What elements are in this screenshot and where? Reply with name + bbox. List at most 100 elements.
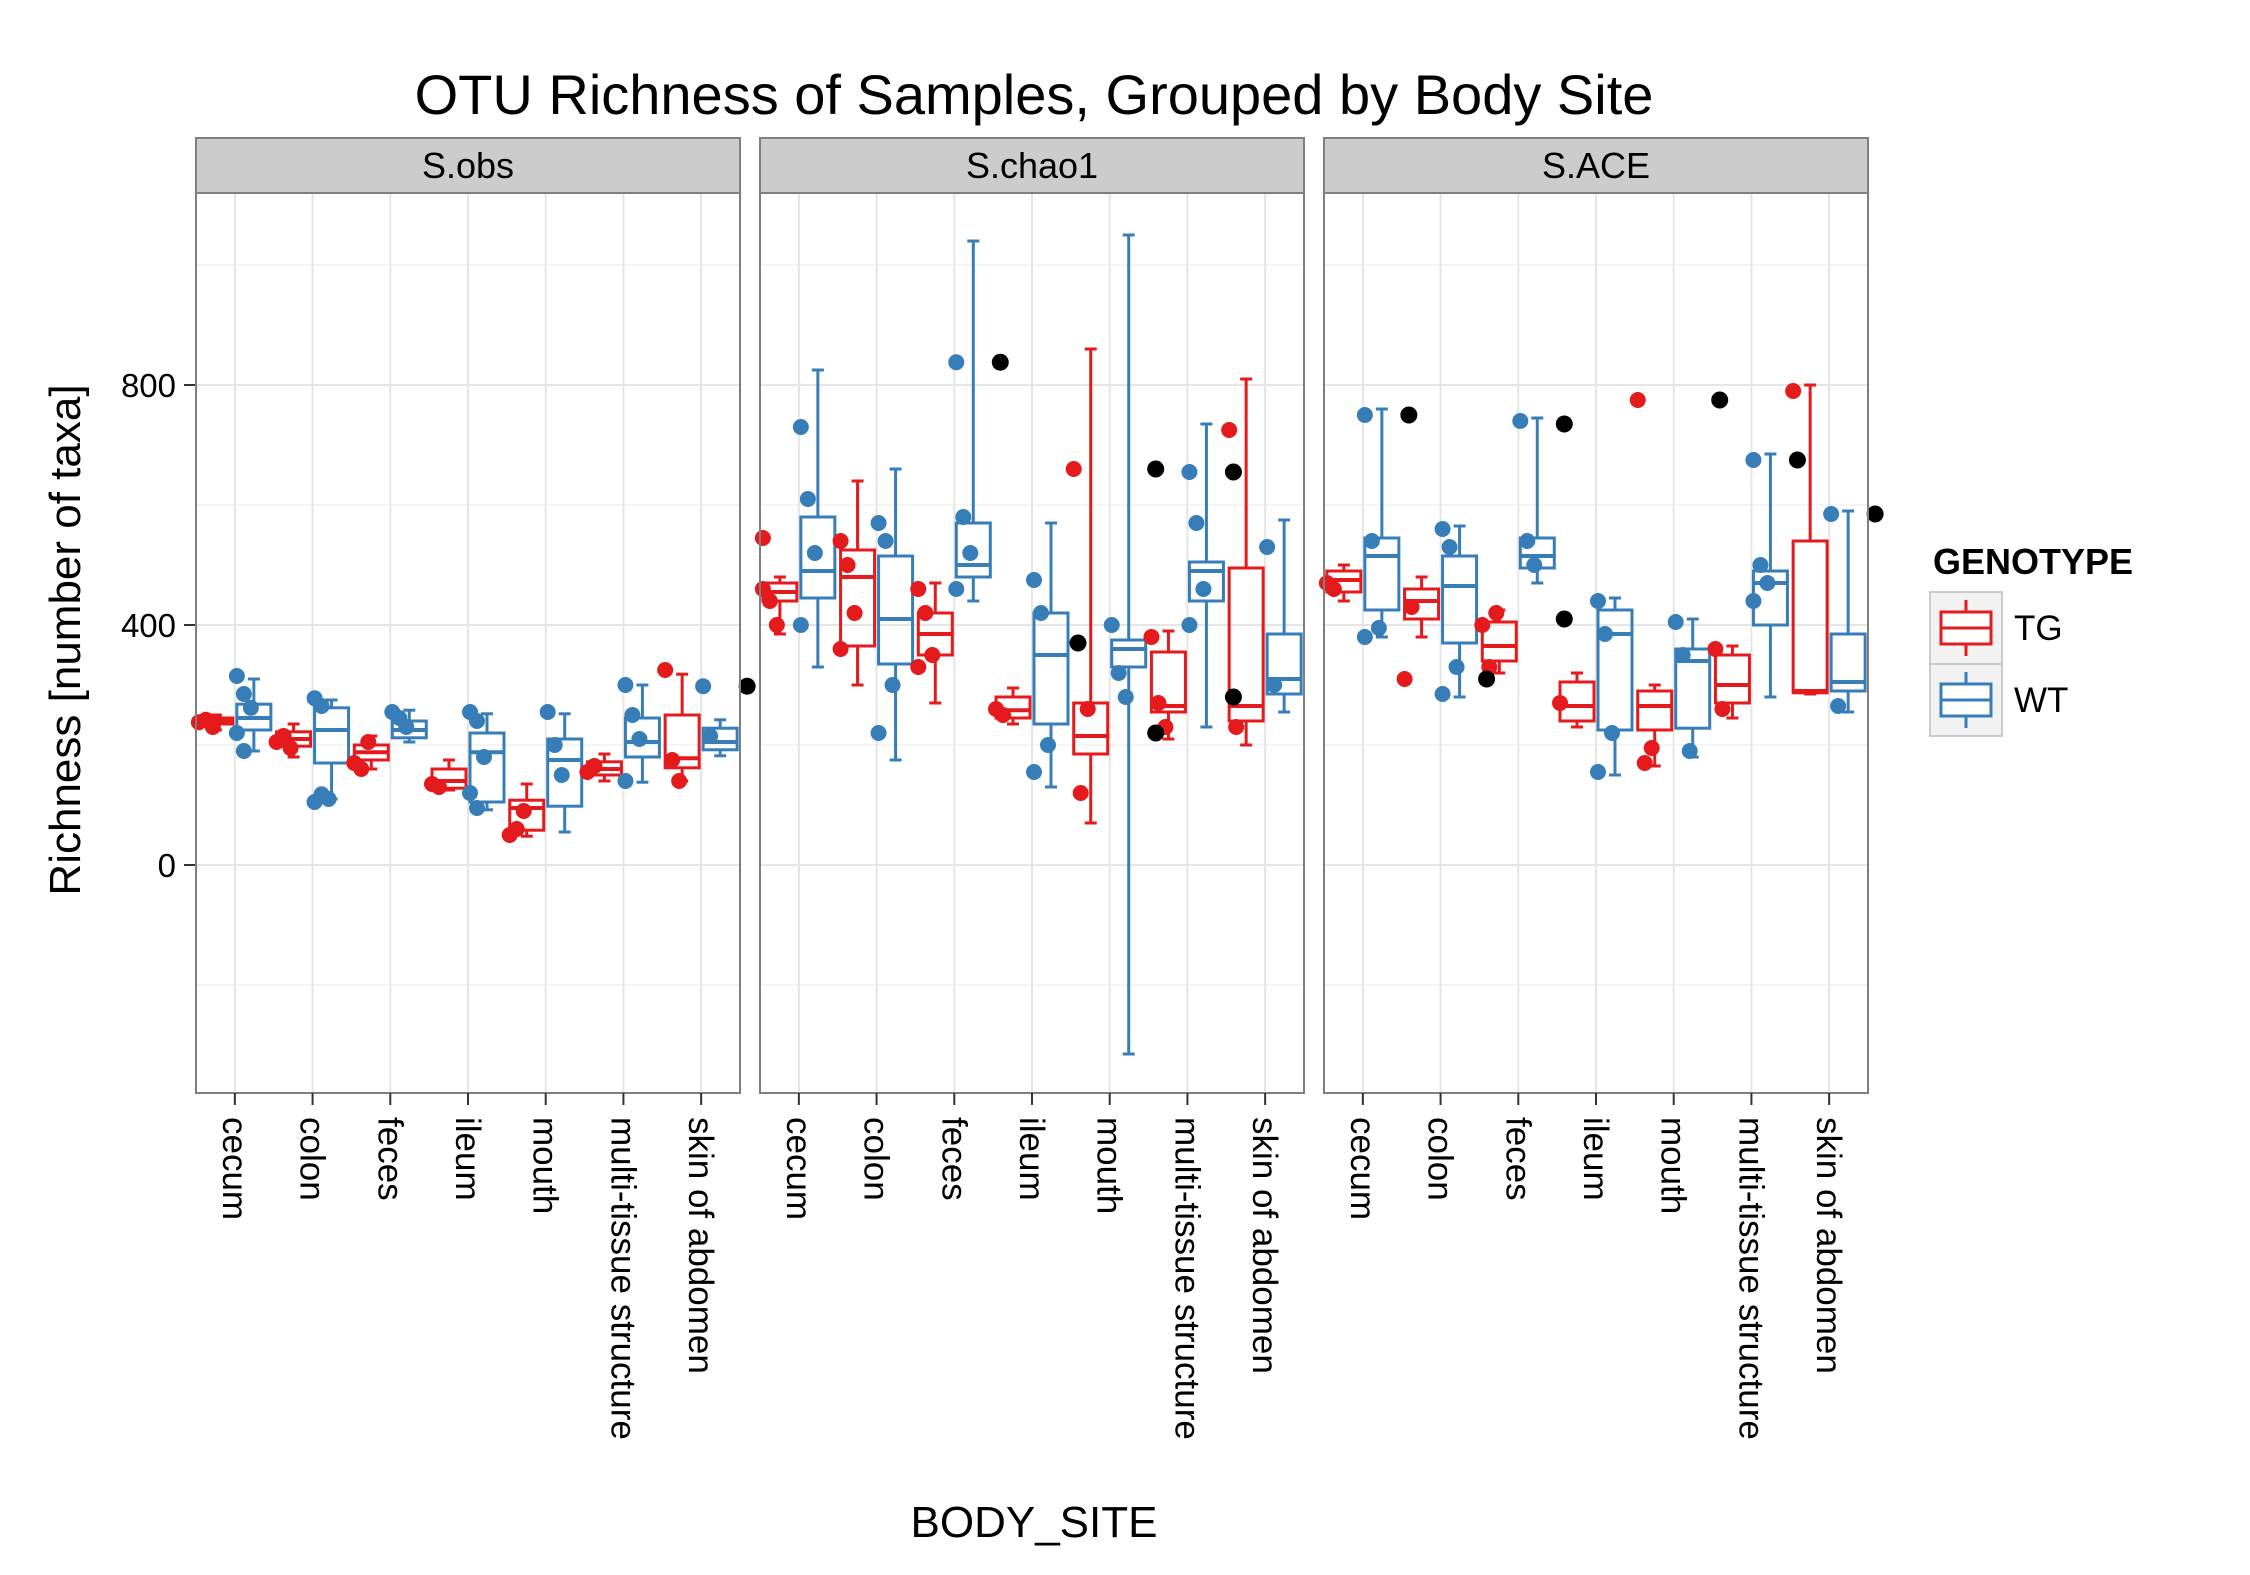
legend-title: GENOTYPE <box>1933 541 2133 582</box>
box-tg <box>1474 605 1518 675</box>
data-point <box>948 354 965 371</box>
data-point <box>657 662 674 678</box>
data-point <box>1117 689 1134 705</box>
data-point <box>1103 617 1120 633</box>
box-tg <box>1396 575 1441 687</box>
data-point <box>955 509 972 525</box>
data-point <box>313 698 330 714</box>
box-wt <box>1745 452 1789 699</box>
y-tick-label: 400 <box>121 607 176 644</box>
data-point <box>631 731 648 747</box>
data-point <box>768 617 785 633</box>
box-body <box>994 695 1032 720</box>
data-point <box>1707 641 1724 657</box>
data-point <box>792 617 809 633</box>
y-axis: 0 400 800 <box>121 367 196 884</box>
data-point <box>617 677 634 693</box>
data-point <box>1370 620 1387 636</box>
box-tg <box>424 758 468 795</box>
box-wt <box>870 467 915 762</box>
panel-s-obs: S.obs cecum colon feces ileum mouth multi-tiss… <box>190 137 756 1440</box>
box-body <box>1829 632 1867 693</box>
facet-strip <box>195 137 741 194</box>
data-point <box>948 581 965 597</box>
box-tg <box>579 752 623 783</box>
data-point <box>1181 464 1198 480</box>
box-wt <box>228 668 273 759</box>
data-point <box>235 686 252 702</box>
box-wt <box>792 368 837 669</box>
data-point <box>469 800 485 816</box>
box-wt <box>1590 593 1634 780</box>
box-tg <box>1143 629 1187 741</box>
data-point <box>1110 665 1127 681</box>
data-point <box>1643 740 1660 756</box>
facet-panels: S.obs cecum colon feces ileum mouth multi-tiss… <box>190 137 1884 1440</box>
box-wt <box>1356 407 1401 645</box>
x-tick-label: skin of abdomen <box>1809 1117 1848 1374</box>
data-point <box>1488 605 1505 621</box>
data-point <box>792 419 809 435</box>
data-point <box>1356 407 1373 423</box>
data-point <box>1448 659 1465 675</box>
outlier-point <box>991 353 1009 371</box>
data-point <box>1714 701 1731 717</box>
x-tick-label: mouth <box>526 1117 565 1214</box>
outlier-point <box>1224 463 1242 481</box>
chart-title: OTU Richness of Samples, Grouped by Body… <box>415 63 1654 126</box>
outlier-point <box>1147 460 1165 478</box>
facet-strip <box>759 137 1305 194</box>
box-body <box>799 515 837 600</box>
box-tg <box>657 662 701 789</box>
outlier-point <box>1555 415 1573 433</box>
x-tick-label: multi-tissue structure <box>603 1117 642 1440</box>
box-body <box>1636 689 1674 732</box>
box-wt <box>462 704 506 816</box>
data-point <box>1396 671 1413 687</box>
data-point <box>910 581 927 597</box>
outlier-point <box>1711 391 1729 409</box>
box-body <box>1149 650 1187 714</box>
box-wt <box>1181 422 1225 729</box>
box-wt <box>306 690 351 810</box>
box-body <box>1558 680 1596 723</box>
data-point <box>695 678 712 695</box>
y-tick-label: 800 <box>121 367 176 404</box>
x-tick-label: ileum <box>1012 1117 1051 1201</box>
box-body <box>468 731 506 804</box>
box-tg <box>1629 392 1674 771</box>
data-point <box>1830 698 1847 714</box>
box-body <box>1441 554 1479 645</box>
data-point <box>1079 701 1096 717</box>
box-body <box>954 521 992 579</box>
data-point <box>884 677 901 693</box>
data-point <box>553 767 570 783</box>
data-point <box>1823 506 1840 522</box>
facet-strip-label: S.obs <box>422 145 514 186</box>
box-tg <box>268 722 313 759</box>
outlier-point <box>1224 688 1242 706</box>
outlier-point <box>1555 610 1573 628</box>
data-point <box>1667 614 1684 630</box>
data-point <box>1181 617 1198 633</box>
box-tg <box>501 782 546 843</box>
data-point <box>1441 539 1458 555</box>
data-point <box>1026 572 1042 588</box>
box-wt <box>1667 614 1712 759</box>
data-point <box>1434 521 1451 537</box>
box-wt <box>617 677 661 789</box>
data-point <box>1356 629 1373 645</box>
legend-label: WT <box>2014 681 2068 720</box>
data-point <box>806 545 823 561</box>
data-point <box>1526 557 1543 573</box>
x-tick-label: cecum <box>1343 1117 1382 1220</box>
box-wt <box>1259 518 1303 714</box>
outlier-point <box>738 677 756 695</box>
x-tick-label: mouth <box>1654 1117 1693 1214</box>
outlier-point <box>1147 724 1165 742</box>
box-body <box>1072 701 1110 756</box>
facet-strip-label: S.ACE <box>1542 145 1650 186</box>
box-body <box>1265 632 1303 696</box>
data-point <box>1228 719 1245 735</box>
